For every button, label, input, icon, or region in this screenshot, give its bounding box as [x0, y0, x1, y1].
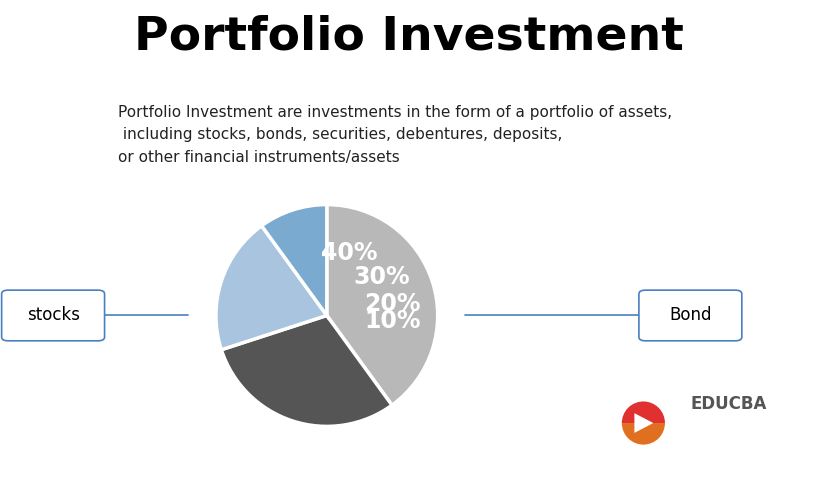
Polygon shape — [634, 413, 654, 433]
Text: Portfolio Investment are investments in the form of a portfolio of assets,
 incl: Portfolio Investment are investments in … — [118, 105, 672, 164]
Text: 20%: 20% — [364, 292, 421, 316]
Wedge shape — [216, 226, 327, 350]
Wedge shape — [622, 402, 665, 423]
Wedge shape — [622, 423, 665, 445]
Text: Portfolio Investment: Portfolio Investment — [133, 14, 684, 59]
Text: stocks: stocks — [27, 306, 79, 325]
Text: 30%: 30% — [353, 265, 409, 289]
Wedge shape — [327, 205, 438, 405]
Text: 10%: 10% — [365, 309, 422, 333]
Wedge shape — [261, 205, 327, 315]
Text: EDUCBA: EDUCBA — [690, 395, 766, 413]
Text: Bond: Bond — [669, 306, 712, 325]
Text: 40%: 40% — [321, 241, 377, 265]
Wedge shape — [221, 315, 392, 426]
